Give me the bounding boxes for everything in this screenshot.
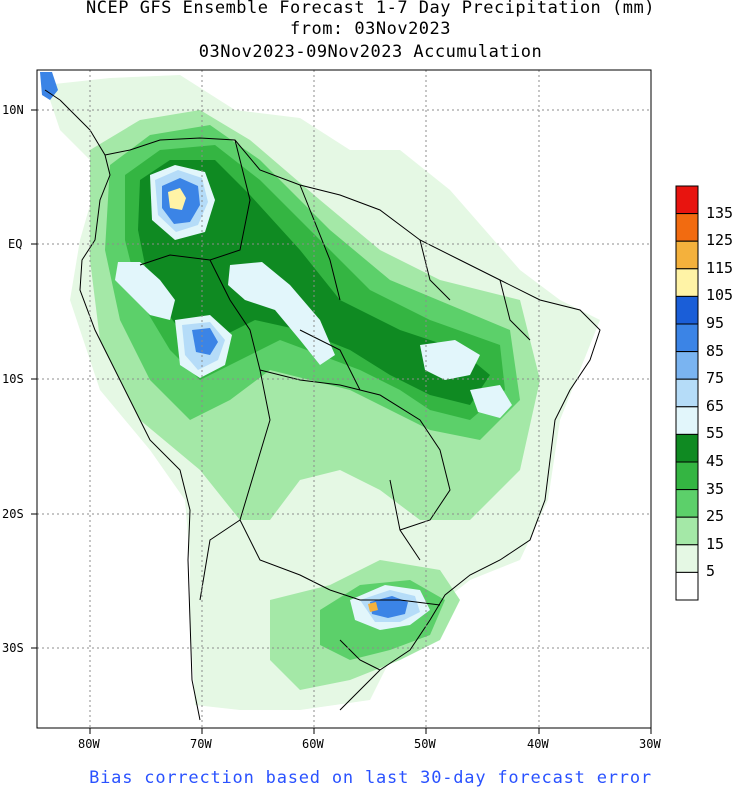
colorbar-swatch	[675, 213, 699, 242]
colorbar-label: 75	[706, 369, 725, 388]
precip-55-west	[115, 262, 175, 320]
lat-label-20s: 20S	[2, 507, 24, 521]
colorbar-swatch	[675, 461, 699, 491]
precip-45-region	[138, 160, 490, 405]
precipitation-field	[40, 72, 601, 721]
colorbar	[675, 185, 699, 601]
axis-ticks	[31, 109, 652, 734]
colorbar-swatch	[675, 489, 699, 518]
colorbar-swatch	[675, 433, 699, 463]
precip-105-peak	[168, 188, 186, 210]
precip-55-amazon	[228, 262, 335, 365]
lat-label-eq: EQ	[8, 237, 22, 251]
precip-55-bahia	[470, 385, 512, 418]
colorbar-label: 15	[706, 534, 725, 553]
colorbar-label: 65	[706, 396, 725, 415]
lon-label-70w: 70W	[190, 737, 212, 751]
lon-label-30w: 30W	[639, 737, 661, 751]
accumulation-period: 03Nov2023-09Nov2023 Accumulation	[198, 42, 543, 62]
colorbar-swatch	[675, 571, 699, 601]
colorbar-swatch	[675, 351, 699, 380]
colorbar-label: 105	[706, 286, 734, 305]
lon-label-40w: 40W	[527, 737, 549, 751]
colorbar-swatch	[675, 185, 699, 215]
lat-label-10s: 10S	[2, 372, 24, 386]
colorbar-label: 95	[706, 314, 725, 332]
colorbar-label: 115	[706, 258, 734, 277]
map-gridlines	[37, 70, 651, 728]
colorbar-swatch	[675, 240, 699, 270]
lon-label-80w: 80W	[78, 737, 100, 751]
colorbar-label: 135	[706, 203, 734, 222]
colorbar-label: 25	[706, 507, 725, 526]
colorbar-swatch	[675, 268, 699, 297]
lat-label-30s: 30S	[2, 641, 24, 655]
lat-label-10n: 10N	[2, 103, 24, 117]
bias-correction-note: Bias correction based on last 30-day for…	[89, 768, 652, 788]
precip-85-peru	[192, 328, 218, 355]
map-frame	[36, 69, 652, 729]
colorbar-label: 5	[706, 562, 716, 581]
colorbar-swatch	[675, 544, 699, 573]
colorbar-label: 125	[706, 231, 734, 250]
colorbar-swatch	[675, 378, 699, 408]
precip-85-south	[370, 596, 408, 618]
country-borders	[44, 89, 601, 721]
colorbar-label: 35	[706, 479, 725, 498]
precip-55-east	[420, 340, 480, 380]
map-title: NCEP GFS Ensemble Forecast 1-7 Day Preci…	[86, 0, 655, 18]
colorbar-swatch	[675, 516, 699, 546]
precip-105-south	[368, 602, 378, 612]
precip-85-carib	[40, 72, 58, 100]
colorbar-swatch	[675, 406, 699, 435]
colorbar-label: 45	[706, 452, 725, 470]
lon-label-60w: 60W	[302, 737, 324, 751]
colorbar-label: 85	[706, 341, 725, 360]
colorbar-swatch	[675, 323, 699, 353]
forecast-start-date: from: 03Nov2023	[289, 19, 452, 39]
colorbar-swatch	[675, 295, 699, 325]
colorbar-label: 55	[706, 424, 725, 443]
lon-label-50w: 50W	[414, 737, 436, 751]
